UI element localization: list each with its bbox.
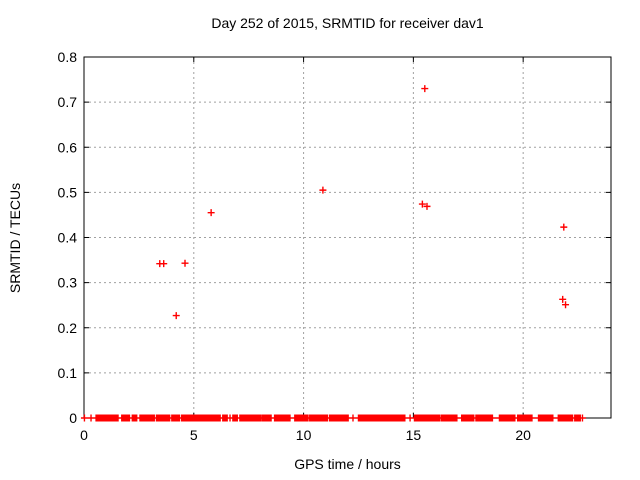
y-tick-label: 0.4 bbox=[58, 230, 78, 246]
y-tick-label: 0.2 bbox=[58, 320, 78, 336]
data-point bbox=[172, 312, 180, 320]
x-tick-label: 5 bbox=[190, 427, 198, 443]
x-tick-label: 20 bbox=[515, 427, 531, 443]
x-tick-label: 10 bbox=[296, 427, 312, 443]
y-tick-label: 0.8 bbox=[58, 49, 78, 65]
x-tick-label: 0 bbox=[80, 427, 88, 443]
data-point bbox=[181, 259, 189, 267]
zero-band-markers bbox=[80, 414, 586, 422]
data-point bbox=[160, 260, 168, 268]
y-tick-label: 0 bbox=[69, 410, 77, 426]
y-tick-label: 0.7 bbox=[58, 94, 78, 110]
x-tick-label: 15 bbox=[406, 427, 422, 443]
data-point bbox=[560, 223, 568, 231]
y-tick-label: 0.1 bbox=[58, 365, 78, 381]
data-point bbox=[421, 85, 429, 93]
data-point bbox=[559, 295, 567, 303]
data-point bbox=[418, 200, 426, 208]
plot-border bbox=[83, 56, 612, 419]
data-point bbox=[423, 202, 431, 210]
y-tick-label: 0.6 bbox=[58, 139, 78, 155]
y-tick-label: 0.5 bbox=[58, 184, 78, 200]
x-axis-label: GPS time / hours bbox=[294, 456, 401, 472]
data-point bbox=[562, 301, 570, 309]
chart-title: Day 252 of 2015, SRMTID for receiver dav… bbox=[211, 15, 484, 31]
data-point bbox=[319, 186, 327, 194]
data-point bbox=[207, 209, 215, 217]
y-tick-label: 0.3 bbox=[58, 275, 78, 291]
